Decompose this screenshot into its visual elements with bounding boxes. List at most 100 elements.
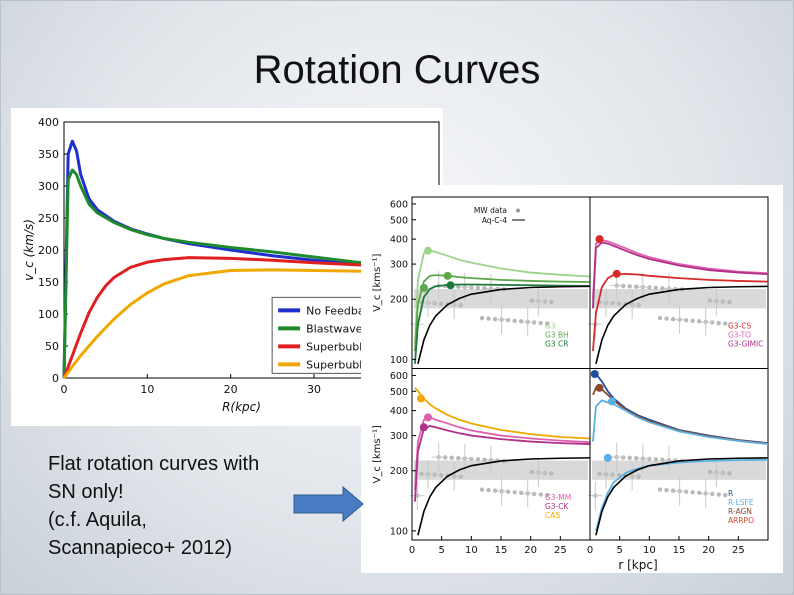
series-line-2 [62, 168, 440, 379]
legend-label: No Feedback [306, 304, 377, 317]
x-tick-label: 25 [732, 545, 745, 556]
x-tick-label: 10 [465, 545, 478, 556]
mw-data-point [696, 319, 702, 324]
mw-data-point [727, 299, 732, 305]
mw-data-point [419, 471, 424, 477]
x-tick-label: 10 [140, 383, 154, 396]
mw-data-point [597, 471, 602, 477]
x-tick-label: 0 [587, 545, 593, 556]
panel-legend-label: G3 BH [545, 331, 569, 340]
mw-data-point [716, 492, 721, 497]
curve-marker [607, 397, 616, 406]
y-tick-label: 600 [390, 371, 408, 382]
y-axis-label: V_c [kms⁻¹] [372, 425, 383, 483]
y-tick-label: 300 [390, 431, 408, 442]
y-tick-label: 200 [390, 466, 408, 477]
x-tick-label: 20 [702, 545, 715, 556]
mw-data-point [549, 471, 554, 476]
y-tick-label: 400 [390, 406, 408, 417]
panel-legend-label: G3-TO [728, 331, 751, 340]
mw-data-point [486, 487, 491, 493]
x-tick-label: 5 [438, 545, 444, 556]
y-tick-label: 400 [38, 116, 59, 129]
caption-line-3: (c.f. Aquila, [48, 509, 147, 531]
mw-data-point [545, 492, 550, 498]
y-tick-label: 300 [38, 180, 59, 193]
panel-legend-label: G3 [545, 322, 556, 331]
mw-data-point [683, 318, 689, 323]
subpanel-3: 100 200 300 400 500 600 0 5 10 15 20 25 G3-MMG3-CKCA… [390, 368, 591, 556]
mw-data-point [482, 286, 487, 291]
mw-data-point [690, 318, 695, 323]
y-axis-label: v_c (km/s) [22, 219, 36, 281]
arrow-shape [293, 485, 364, 523]
series-line-4 [62, 268, 440, 379]
mw-data-point [707, 298, 713, 303]
mw-data-point [438, 472, 444, 478]
y-tick-label: 200 [38, 244, 59, 257]
right-rotation-curve-grid: V_c [kms⁻¹] V_c [kms⁻¹] r [kpc] 100 200 300 40… [361, 185, 783, 573]
mw-data-point [660, 457, 665, 462]
mw-data-point [723, 492, 728, 498]
mw-data-point [545, 321, 550, 326]
mw-data-point [438, 301, 444, 306]
mw-data-point [538, 320, 543, 326]
y-tick-label: 0 [52, 372, 59, 385]
curve-marker [612, 269, 621, 278]
y-tick-label: 100 [390, 355, 408, 366]
series-line-1 [592, 372, 769, 445]
y-tick-label: 300 [390, 260, 408, 271]
x-tick-label: 25 [554, 545, 567, 556]
caption-line-2: SN only! [48, 481, 124, 503]
x-axis-label: r [kpc] [618, 558, 657, 572]
curve-marker [590, 370, 599, 379]
mw-data-point [716, 320, 721, 326]
x-tick-label: 0 [409, 545, 415, 556]
y-tick-label: 100 [38, 308, 59, 321]
curve-marker [419, 283, 428, 292]
series-line-4 [417, 285, 591, 365]
mw-data-point [653, 285, 659, 291]
slide-caption: Flat rotation curves with SN only! (c.f.… [48, 450, 348, 562]
mw-data-point [475, 285, 481, 291]
y-tick-label: 500 [390, 387, 408, 398]
y-tick-label: 250 [38, 212, 59, 225]
series-line-1 [414, 387, 591, 440]
mw-data-point [690, 490, 695, 495]
panel-legend-label: R-LSFE [728, 498, 754, 507]
mw-data-point [653, 457, 659, 462]
panel-legend-label: CAS [545, 511, 560, 520]
mw-data-point [505, 318, 511, 323]
mw-data-point [727, 471, 732, 476]
curve-marker [595, 235, 604, 244]
mw-data-point [627, 455, 632, 461]
curve-marker [416, 394, 425, 403]
x-tick-label: 20 [224, 383, 238, 396]
series-line-4 [595, 458, 769, 532]
y-tick-label: 500 [390, 215, 408, 226]
curve-marker [446, 281, 455, 290]
mw-data-point [456, 456, 461, 461]
series-line-3 [592, 272, 769, 352]
mw-data-point [482, 457, 487, 462]
mw-data-point [660, 286, 665, 291]
mw-data-point [664, 316, 669, 321]
series-line-1 [414, 249, 591, 344]
y-tick-label: 50 [45, 340, 59, 353]
mw-data-point [475, 457, 481, 462]
top-legend-marker [516, 208, 520, 213]
mw-data-point [683, 489, 689, 494]
series-line-3 [414, 425, 591, 502]
top-legend-label: Aq-C-4 [482, 216, 507, 225]
mw-data-point [670, 488, 676, 493]
mw-data-point [710, 320, 715, 325]
series-line-2 [592, 241, 769, 309]
x-tick-label: 15 [673, 545, 686, 556]
panel-legend-label: G3-MM [545, 493, 571, 502]
x-tick-label: 5 [616, 545, 622, 556]
mw-data-point [616, 301, 622, 306]
mw-data-point [634, 456, 639, 461]
top-legend-label: MW data [474, 206, 507, 215]
